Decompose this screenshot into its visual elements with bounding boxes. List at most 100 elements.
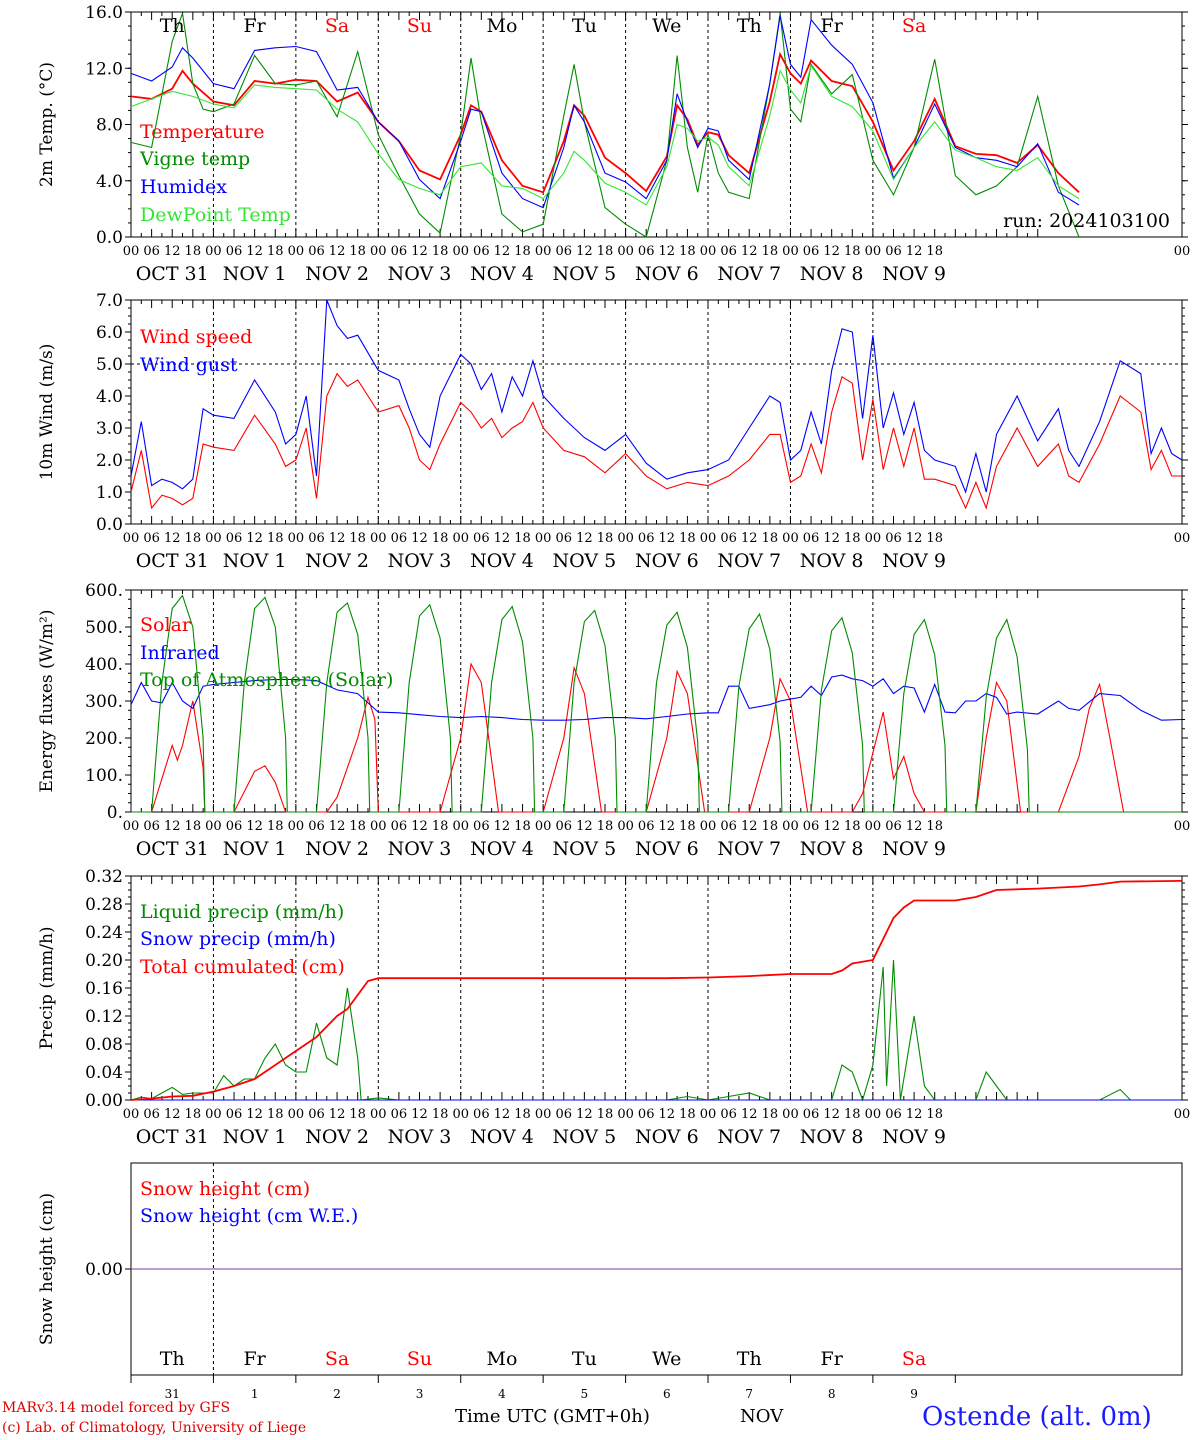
- hour-label: 18: [844, 531, 861, 546]
- hour-label: 18: [926, 531, 943, 546]
- hour-label: 18: [926, 1107, 943, 1122]
- hour-label: 18: [926, 819, 943, 834]
- hour-label: 00: [205, 1107, 222, 1122]
- hour-label: 18: [926, 244, 943, 259]
- date-label: NOV 2: [305, 838, 369, 860]
- legend-entry: Humidex: [140, 176, 227, 198]
- series-line: [130, 880, 1183, 1101]
- hour-label: 18: [597, 244, 614, 259]
- day-name-label: Th: [737, 1348, 762, 1370]
- legend-entry: Total cumulated (cm): [140, 956, 345, 978]
- date-label: OCT 31: [136, 263, 209, 285]
- y-tick-label: 0.08: [85, 1035, 123, 1055]
- hour-label: 06: [143, 244, 160, 259]
- hour-label: 18: [432, 819, 449, 834]
- hour-label: 00: [617, 1107, 634, 1122]
- day-name-label: We: [652, 1348, 681, 1370]
- hour-label: 06: [803, 1107, 820, 1122]
- date-label: NOV 7: [717, 550, 781, 572]
- hour-label: 12: [906, 819, 923, 834]
- hour-label: 12: [823, 531, 840, 546]
- hour-label: 00: [205, 531, 222, 546]
- hour-label: 18: [679, 244, 696, 259]
- y-tick-label: 16.0: [85, 3, 123, 23]
- day-number-label: 7: [745, 1387, 753, 1401]
- hour-label: 06: [308, 531, 325, 546]
- hour-label: 06: [885, 1107, 902, 1122]
- date-label: NOV 9: [882, 838, 946, 860]
- hour-label: 12: [329, 819, 346, 834]
- hour-label: 00: [370, 819, 387, 834]
- hour-label: 00: [1174, 1107, 1191, 1122]
- series-line: [130, 51, 1080, 194]
- date-label: NOV 7: [717, 838, 781, 860]
- panel-frame-2: [130, 589, 1183, 813]
- hour-label: 06: [226, 1107, 243, 1122]
- date-label: NOV 9: [882, 1126, 946, 1148]
- hour-label: 00: [700, 819, 717, 834]
- hour-label: 12: [164, 244, 181, 259]
- hour-label: 18: [679, 531, 696, 546]
- day-name-label: Sa: [325, 15, 349, 37]
- hour-label: 00: [123, 244, 140, 259]
- series-line: [130, 13, 1080, 238]
- day-number-label: 6: [663, 1387, 671, 1401]
- day-number-label: 2: [333, 1387, 341, 1401]
- day-name-label: Fr: [821, 1348, 844, 1370]
- hour-label: 06: [143, 1107, 160, 1122]
- hour-label: 06: [555, 1107, 572, 1122]
- hour-label: 00: [535, 531, 552, 546]
- hour-label: 18: [432, 244, 449, 259]
- hour-label: 00: [865, 531, 882, 546]
- hour-label: 18: [349, 531, 366, 546]
- hour-label: 18: [185, 1107, 202, 1122]
- date-label: NOV 3: [388, 263, 452, 285]
- legend-entry: Snow height (cm W.E.): [140, 1205, 358, 1227]
- y-tick-label: 7.0: [96, 291, 123, 311]
- y-tick-label: 4.0: [96, 172, 123, 192]
- date-label: NOV 5: [553, 263, 617, 285]
- series-line: [130, 959, 1182, 1102]
- y-tick-label: 4.0: [96, 387, 123, 407]
- hour-label: 12: [246, 1107, 263, 1122]
- hour-label: 00: [700, 244, 717, 259]
- hour-label: 12: [741, 1107, 758, 1122]
- hour-label: 00: [617, 244, 634, 259]
- hour-label: 12: [823, 244, 840, 259]
- date-label: NOV 8: [800, 550, 864, 572]
- date-label: NOV 3: [388, 1126, 452, 1148]
- series-line: [131, 594, 1182, 813]
- hour-label: 00: [535, 1107, 552, 1122]
- legend-entry: Vigne temp: [139, 148, 250, 170]
- legend-entry: Top of Atmosphere (Solar): [140, 669, 393, 691]
- legend-entry: Wind gust: [140, 354, 238, 376]
- hour-label: 06: [143, 531, 160, 546]
- hour-label: 12: [411, 1107, 428, 1122]
- date-label: NOV 2: [305, 550, 369, 572]
- y-axis-label: 2m Temp. (°C): [37, 62, 57, 187]
- hour-label: 06: [391, 244, 408, 259]
- y-tick-label: 0.: [107, 803, 123, 823]
- hour-label: 12: [659, 531, 676, 546]
- hour-label: 06: [803, 819, 820, 834]
- hour-label: 06: [803, 531, 820, 546]
- hour-label: 06: [555, 531, 572, 546]
- hour-label: 00: [1174, 244, 1191, 259]
- hour-label: 00: [370, 244, 387, 259]
- hour-label: 00: [617, 819, 634, 834]
- day-name-label: Sa: [902, 15, 926, 37]
- hour-label: 06: [720, 1107, 737, 1122]
- hour-label: 12: [576, 244, 593, 259]
- hour-label: 18: [762, 244, 779, 259]
- date-label: NOV 8: [800, 838, 864, 860]
- hour-label: 18: [267, 531, 284, 546]
- date-label: NOV 6: [635, 263, 699, 285]
- hour-label: 18: [597, 531, 614, 546]
- hour-label: 00: [288, 819, 305, 834]
- day-name-label: Th: [160, 1348, 185, 1370]
- hour-label: 06: [555, 819, 572, 834]
- day-name-label: Sa: [902, 1348, 926, 1370]
- hour-label: 12: [329, 531, 346, 546]
- hour-label: 06: [638, 819, 655, 834]
- hour-label: 06: [473, 244, 490, 259]
